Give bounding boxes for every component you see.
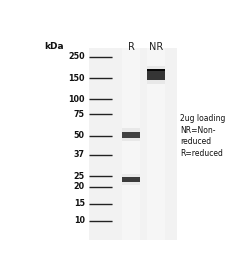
Bar [122, 178, 140, 179]
Text: kDa: kDa [44, 42, 64, 51]
Bar [147, 70, 165, 71]
Bar [122, 132, 140, 138]
Text: 150: 150 [68, 73, 85, 83]
Bar [147, 70, 165, 80]
Text: NR: NR [149, 42, 163, 52]
Bar [89, 48, 177, 240]
Bar [122, 128, 140, 141]
Text: 25: 25 [74, 172, 85, 181]
Bar [122, 177, 140, 182]
Bar [147, 48, 165, 240]
Bar [147, 66, 165, 84]
Bar [122, 132, 140, 134]
Text: 15: 15 [74, 199, 85, 208]
Text: 100: 100 [68, 95, 85, 104]
Bar [122, 174, 140, 185]
Text: 10: 10 [74, 216, 85, 225]
Text: 37: 37 [74, 150, 85, 159]
Text: 75: 75 [74, 110, 85, 119]
Text: 20: 20 [74, 182, 85, 191]
Text: 2ug loading
NR=Non-
reduced
R=reduced: 2ug loading NR=Non- reduced R=reduced [180, 114, 225, 158]
Text: 50: 50 [74, 131, 85, 140]
Bar [122, 48, 140, 240]
Text: R: R [127, 42, 134, 52]
Text: 250: 250 [68, 52, 85, 61]
